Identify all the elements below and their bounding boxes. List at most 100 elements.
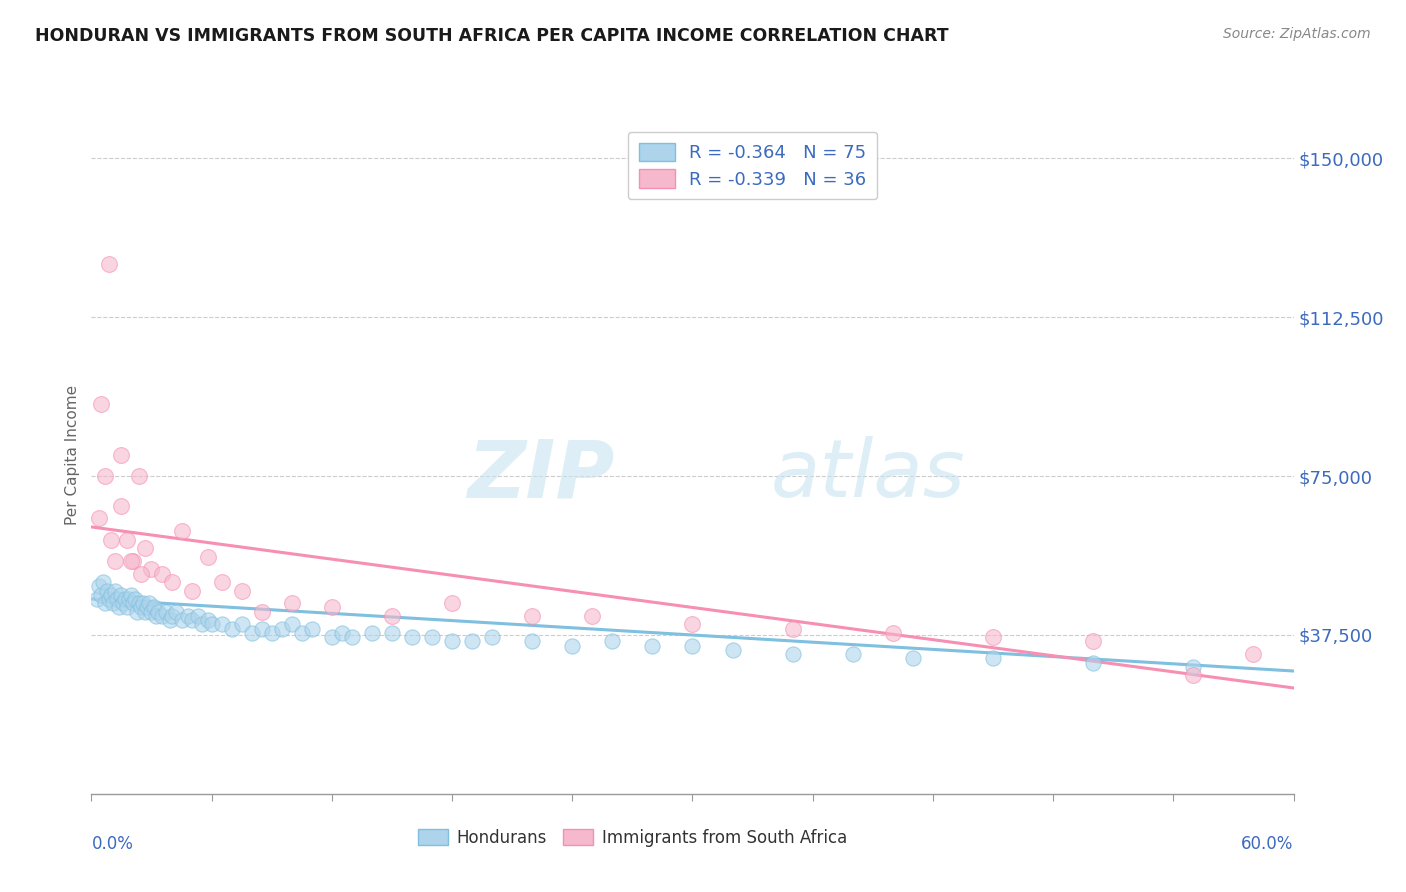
Point xyxy=(231,617,253,632)
Point xyxy=(124,592,146,607)
Point xyxy=(1182,668,1205,682)
Point xyxy=(94,469,117,483)
Point xyxy=(581,608,603,623)
Point xyxy=(141,605,163,619)
Point xyxy=(110,499,132,513)
Point xyxy=(180,583,202,598)
Point xyxy=(250,605,273,619)
Point xyxy=(641,639,664,653)
Point xyxy=(104,554,127,568)
Point xyxy=(96,583,118,598)
Point xyxy=(114,592,136,607)
Point xyxy=(481,630,503,644)
Point xyxy=(110,588,132,602)
Point xyxy=(520,608,543,623)
Point xyxy=(981,651,1004,665)
Point xyxy=(134,605,156,619)
Point xyxy=(159,613,181,627)
Point xyxy=(141,562,163,576)
Point xyxy=(360,626,382,640)
Point xyxy=(93,574,115,589)
Point xyxy=(138,596,160,610)
Point xyxy=(90,588,112,602)
Point xyxy=(231,583,253,598)
Point xyxy=(520,634,543,648)
Point xyxy=(321,630,343,644)
Text: HONDURAN VS IMMIGRANTS FROM SOUTH AFRICA PER CAPITA INCOME CORRELATION CHART: HONDURAN VS IMMIGRANTS FROM SOUTH AFRICA… xyxy=(35,27,949,45)
Point xyxy=(145,608,167,623)
Point xyxy=(121,554,143,568)
Point xyxy=(131,600,153,615)
Point xyxy=(110,448,132,462)
Point xyxy=(98,592,121,607)
Text: atlas: atlas xyxy=(770,436,966,515)
Point xyxy=(301,622,323,636)
Point xyxy=(330,626,353,640)
Point xyxy=(131,566,153,581)
Point xyxy=(160,574,183,589)
Point xyxy=(321,600,343,615)
Point xyxy=(197,613,219,627)
Point xyxy=(127,605,149,619)
Point xyxy=(142,600,165,615)
Legend: Hondurans, Immigrants from South Africa: Hondurans, Immigrants from South Africa xyxy=(411,822,853,854)
Point xyxy=(89,511,111,525)
Point xyxy=(104,583,127,598)
Point xyxy=(197,549,219,564)
Point xyxy=(270,622,292,636)
Point xyxy=(190,617,212,632)
Point xyxy=(128,469,150,483)
Point xyxy=(461,634,484,648)
Point xyxy=(94,596,117,610)
Point xyxy=(180,613,202,627)
Point xyxy=(901,651,924,665)
Point xyxy=(841,647,863,661)
Point xyxy=(381,626,404,640)
Point xyxy=(281,596,304,610)
Point xyxy=(201,617,224,632)
Point xyxy=(782,622,804,636)
Point xyxy=(90,397,112,411)
Point xyxy=(281,617,304,632)
Point xyxy=(122,554,145,568)
Point xyxy=(1083,634,1105,648)
Point xyxy=(561,639,583,653)
Point xyxy=(134,541,156,555)
Point xyxy=(136,600,159,615)
Point xyxy=(1083,656,1105,670)
Text: Source: ZipAtlas.com: Source: ZipAtlas.com xyxy=(1223,27,1371,41)
Point xyxy=(117,533,139,547)
Point xyxy=(1182,660,1205,674)
Point xyxy=(150,608,173,623)
Point xyxy=(1243,647,1265,661)
Point xyxy=(260,626,283,640)
Text: ZIP: ZIP xyxy=(467,436,614,515)
Point xyxy=(132,596,155,610)
Point xyxy=(176,608,198,623)
Point xyxy=(381,608,404,623)
Point xyxy=(155,605,177,619)
Point xyxy=(107,592,129,607)
Point xyxy=(128,596,150,610)
Point xyxy=(240,626,263,640)
Point xyxy=(211,617,233,632)
Point xyxy=(86,592,108,607)
Point xyxy=(420,630,443,644)
Point xyxy=(146,605,169,619)
Point xyxy=(100,588,122,602)
Point xyxy=(721,642,744,657)
Point xyxy=(981,630,1004,644)
Point xyxy=(150,566,173,581)
Point xyxy=(100,533,122,547)
Point xyxy=(170,524,193,538)
Point xyxy=(165,605,187,619)
Point xyxy=(170,613,193,627)
Point xyxy=(441,634,464,648)
Point xyxy=(117,600,139,615)
Point xyxy=(89,579,111,593)
Point xyxy=(108,600,131,615)
Point xyxy=(118,592,141,607)
Point xyxy=(187,608,209,623)
Point xyxy=(441,596,464,610)
Point xyxy=(221,622,243,636)
